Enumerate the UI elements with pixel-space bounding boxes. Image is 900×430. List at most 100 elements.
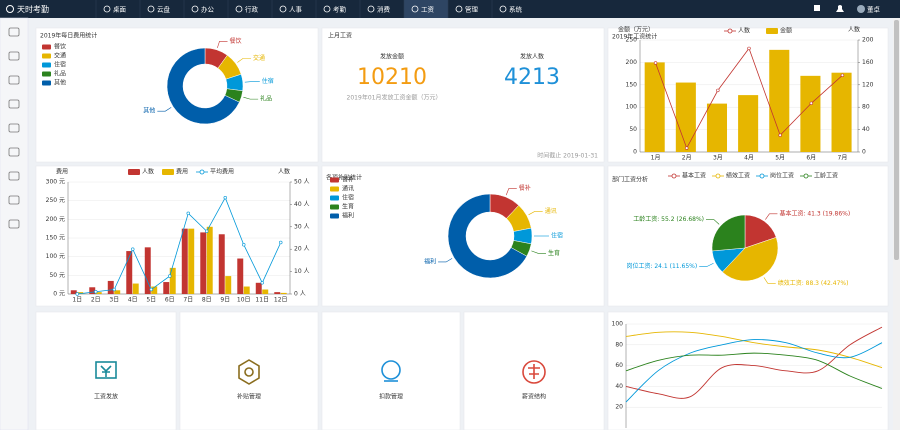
x-tick-label: 5日 xyxy=(146,297,156,304)
legend-label[interactable]: 礼品 xyxy=(54,70,66,78)
data-label: 绩效工资: 88.3 (42.47%) xyxy=(778,279,849,287)
bar xyxy=(151,286,158,294)
y-tick-label: 100 元 xyxy=(46,253,65,260)
label-line xyxy=(765,213,778,220)
legend-label[interactable]: 交通 xyxy=(54,52,66,60)
line xyxy=(625,339,883,403)
bell-icon[interactable] xyxy=(836,5,844,12)
tile-label[interactable]: 工资发放 xyxy=(94,393,118,401)
scrollbar-thumb[interactable] xyxy=(894,20,899,260)
legend-swatch xyxy=(759,173,765,179)
legend-label[interactable]: 通讯 xyxy=(342,185,354,193)
tile[interactable] xyxy=(179,311,319,430)
nav-item[interactable]: 消费 xyxy=(377,5,391,14)
bar xyxy=(237,258,244,294)
nav-icon xyxy=(103,5,111,13)
sidebar-icon[interactable] xyxy=(8,219,20,229)
legend-label[interactable]: 餐补 xyxy=(342,176,354,184)
nav-icon xyxy=(367,5,375,13)
nav-item[interactable]: 考勤 xyxy=(333,5,347,14)
y-tick-label: 80 xyxy=(615,341,623,348)
sidebar-icon[interactable] xyxy=(8,171,20,181)
legend-swatch xyxy=(42,53,51,59)
legend-swatch xyxy=(715,173,721,179)
legend-swatch xyxy=(727,28,733,34)
legend-label[interactable]: 岗位工资 xyxy=(770,172,794,180)
data-label: 交通 xyxy=(253,54,265,62)
user-area: 董卓 xyxy=(814,5,881,14)
y2-tick-label: 0 人 xyxy=(294,291,306,298)
nav-item[interactable]: 人事 xyxy=(289,5,303,14)
legend-label[interactable]: 基本工资 xyxy=(682,172,706,180)
label-line xyxy=(237,58,252,63)
legend-label[interactable]: 工龄工资 xyxy=(814,172,838,180)
avatar[interactable] xyxy=(857,5,865,13)
panel xyxy=(607,311,889,430)
legend-label[interactable]: 人数 xyxy=(142,168,154,176)
y2-tick-label: 160 xyxy=(862,59,874,66)
chart-title: 2019年每日费用统计 xyxy=(40,32,97,40)
sidebar-icon[interactable] xyxy=(8,123,20,133)
nav-item[interactable]: 办公 xyxy=(201,5,215,14)
legend-label[interactable]: 福利 xyxy=(342,212,354,220)
sidebar-icon[interactable] xyxy=(8,99,20,109)
y2-axis-label: 人数 xyxy=(278,168,290,176)
sidebar-icon[interactable] xyxy=(8,51,20,61)
nav-item[interactable]: 桌面 xyxy=(113,5,127,14)
bar xyxy=(218,234,225,294)
legend-swatch xyxy=(199,169,205,175)
legend-label[interactable]: 生育 xyxy=(342,203,354,211)
legend-label[interactable]: 费用 xyxy=(176,168,188,176)
y-tick-label: 300 元 xyxy=(46,179,65,186)
data-label: 福利 xyxy=(424,257,436,265)
flag-icon[interactable] xyxy=(814,5,820,11)
x-tick-label: 4日 xyxy=(128,297,138,304)
nav-icon xyxy=(499,5,507,13)
line-point xyxy=(840,73,845,77)
nav-item[interactable]: 行政 xyxy=(245,5,259,14)
tile-label[interactable]: 补贴管理 xyxy=(237,393,261,401)
legend-label[interactable]: 人数 xyxy=(738,27,750,35)
y2-tick-label: 0 xyxy=(862,149,866,156)
line xyxy=(625,326,883,399)
sidebar-icon[interactable] xyxy=(8,27,20,37)
sidebar-icon[interactable] xyxy=(8,75,20,85)
legend-swatch xyxy=(42,44,51,50)
legend-label[interactable]: 平均费用 xyxy=(210,168,234,176)
sidebar-icon[interactable] xyxy=(8,147,20,157)
legend-swatch xyxy=(330,195,339,201)
nav-item[interactable]: 管理 xyxy=(465,5,479,14)
user-name[interactable]: 董卓 xyxy=(867,5,881,14)
legend-label[interactable]: 住宿 xyxy=(54,61,66,69)
nav-item[interactable]: 工资 xyxy=(421,5,435,14)
y2-tick-label: 40 人 xyxy=(294,201,310,208)
tile-label[interactable]: 薪资结构 xyxy=(522,393,546,401)
bar xyxy=(107,280,114,294)
sidebar-icon[interactable] xyxy=(8,195,20,205)
legend-label[interactable]: 住宿 xyxy=(342,194,354,202)
stat-note: 2019年01月发放工资金额（万元） xyxy=(347,94,442,102)
legend-label[interactable]: 金额 xyxy=(780,27,792,35)
stat-value: 10210 xyxy=(357,65,427,90)
data-label: 住宿 xyxy=(262,77,274,85)
legend-label[interactable]: 其他 xyxy=(54,79,66,87)
tile-label[interactable]: 扣款管理 xyxy=(379,393,403,401)
y-tick-label: 200 元 xyxy=(46,216,65,223)
legend-label[interactable]: 绩效工资 xyxy=(726,172,750,180)
legend-label[interactable]: 餐饮 xyxy=(54,43,66,51)
y-tick-label: 0 元 xyxy=(53,291,65,298)
line-point xyxy=(112,287,116,292)
y2-tick-label: 120 xyxy=(862,81,874,88)
x-tick-label: 9日 xyxy=(220,297,230,304)
bar xyxy=(706,103,728,152)
panel-title: 上月工资 xyxy=(328,32,352,40)
stat-label: 发放人数 xyxy=(520,53,544,61)
y-axis-label: 金额（万元） xyxy=(618,26,654,34)
nav-item[interactable]: 云盘 xyxy=(157,5,171,14)
label-line xyxy=(531,250,546,254)
line xyxy=(77,196,282,295)
tile[interactable] xyxy=(321,311,461,430)
nav-item[interactable]: 系统 xyxy=(509,5,523,14)
bar xyxy=(132,283,139,294)
y2-tick-label: 20 人 xyxy=(294,246,310,253)
